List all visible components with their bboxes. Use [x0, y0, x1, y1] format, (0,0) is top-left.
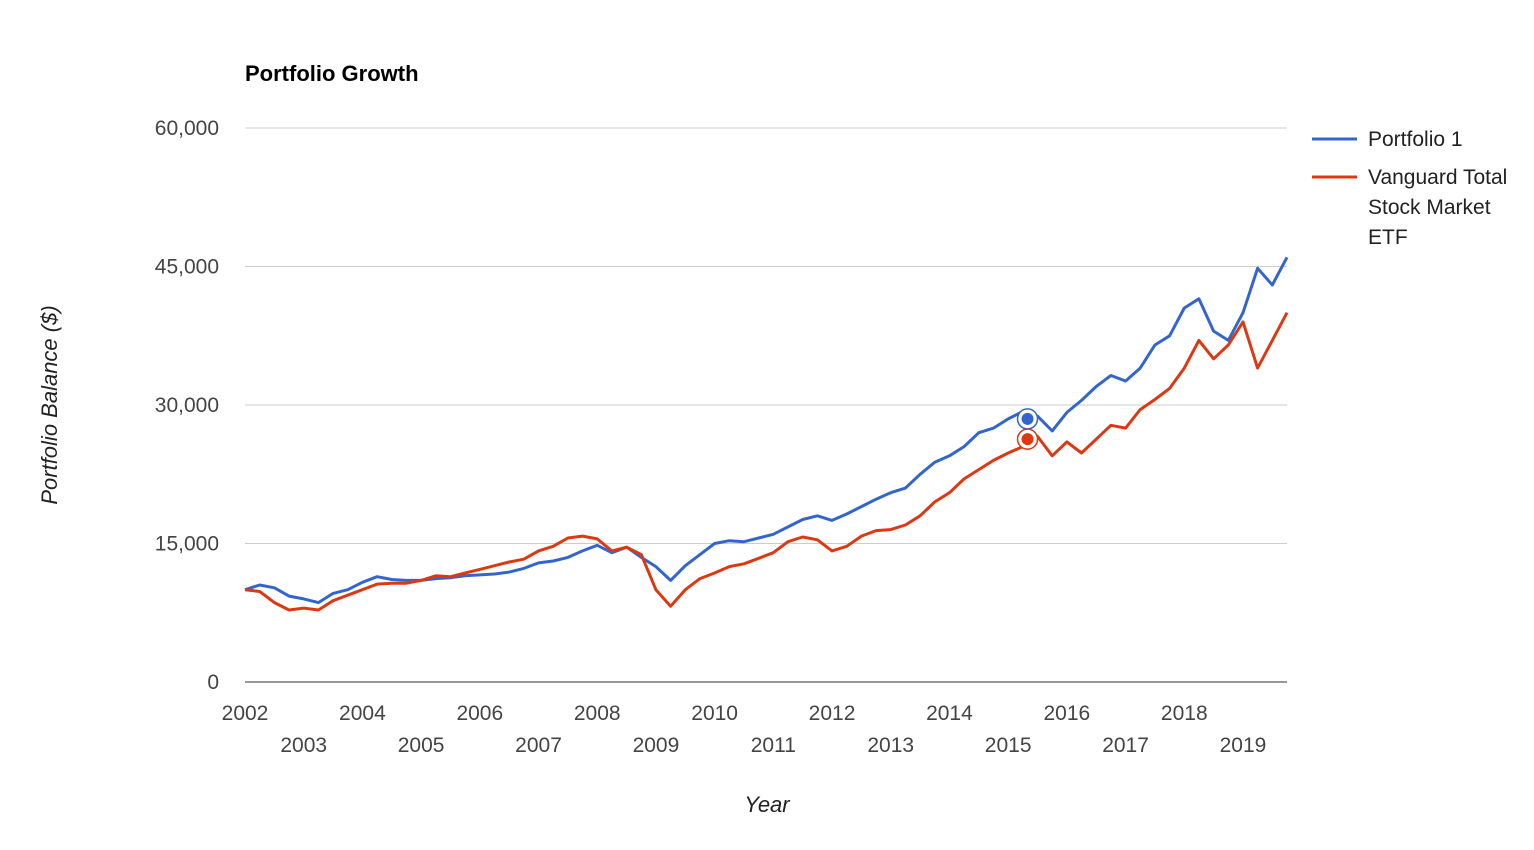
legend: Portfolio 1 Vanguard Total Stock Market ETF: [1312, 128, 1507, 249]
x-tick-label: 2015: [985, 734, 1032, 757]
legend-label: Vanguard Total Stock Market ETF: [1368, 166, 1507, 249]
x-tick-label: 2011: [751, 734, 796, 757]
highlight-point: [1021, 433, 1034, 446]
x-tick-label: 2008: [574, 702, 621, 725]
x-tick-label: 2003: [280, 734, 327, 757]
x-tick-label: 2007: [515, 734, 562, 757]
x-tick-label: 2013: [867, 734, 914, 757]
x-tick-label: 2018: [1161, 702, 1208, 725]
y-tick-label: 60,000: [155, 117, 219, 140]
y-tick-label: 30,000: [155, 394, 219, 417]
y-tick-label: 45,000: [155, 256, 219, 279]
x-tick-label: 2002: [222, 702, 269, 725]
x-tick-label: 2005: [398, 734, 445, 757]
x-tick-label: 2010: [691, 702, 738, 725]
y-axis-title: Portfolio Balance ($): [37, 305, 62, 504]
gridlines: [245, 127, 1287, 683]
x-tick-label: 2004: [339, 702, 386, 725]
highlight-point: [1021, 412, 1034, 425]
y-tick-label: 15,000: [155, 533, 219, 556]
x-tick-label: 2012: [809, 702, 856, 725]
chart-title: Portfolio Growth: [245, 61, 419, 86]
x-axis-ticks: 2002 2003 2004 2005 2006 2007 2008 2009 2010 2011…: [222, 702, 1267, 757]
legend-label: Portfolio 1: [1368, 128, 1463, 151]
x-tick-label: 2017: [1102, 734, 1149, 757]
series-lines: [244, 256, 1289, 612]
series-line-1: [244, 256, 1289, 605]
series-line-2: [244, 311, 1289, 612]
x-tick-label: 2006: [456, 702, 503, 725]
highlighted-points: [1016, 408, 1039, 450]
x-tick-label: 2016: [1043, 702, 1090, 725]
y-tick-label: 0: [207, 671, 219, 694]
x-tick-label: 2009: [633, 734, 680, 757]
x-tick-label: 2019: [1220, 734, 1267, 757]
x-axis-title: Year: [744, 792, 791, 817]
y-axis-ticks: 0 15,000 30,000 45,000 60,000: [155, 117, 219, 694]
x-tick-label: 2014: [926, 702, 973, 725]
